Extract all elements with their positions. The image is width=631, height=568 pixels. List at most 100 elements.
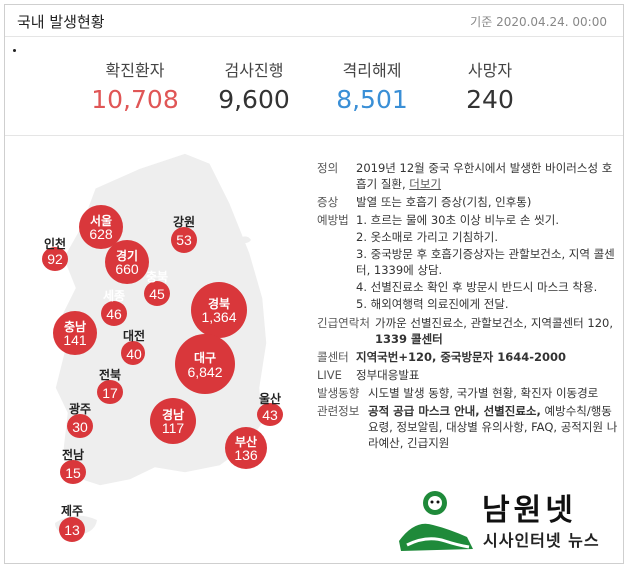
more-link[interactable]: 더보기 xyxy=(409,177,442,191)
region-value: 13 xyxy=(64,522,80,538)
update-date: 기준 2020.04.24. 00:00 xyxy=(470,15,607,29)
region-value: 15 xyxy=(65,465,81,481)
region-value: 46 xyxy=(106,306,122,322)
info-key: 증상 xyxy=(317,195,339,209)
region-name: 대전 xyxy=(122,329,146,343)
region-name: 전북 xyxy=(98,368,122,382)
panel-title: 국내 발생현황 xyxy=(17,13,105,31)
info-value: 1. 흐르는 물에 30초 이상 비누로 손 씻기. 2. 옷소매로 가리고 기… xyxy=(356,212,622,313)
region-name: 강원 xyxy=(172,215,196,229)
region-circle xyxy=(225,427,267,469)
divider xyxy=(5,135,623,136)
region-name: 충북 xyxy=(145,270,169,284)
region-value: 136 xyxy=(234,447,258,463)
stat-label: 사망자 xyxy=(467,61,513,80)
stat-label: 확진환자 xyxy=(105,61,165,80)
region-name: 서울 xyxy=(89,214,113,228)
region-value: 17 xyxy=(102,385,118,401)
region-value: 43 xyxy=(262,407,278,423)
region-daejeon[interactable]: 대전 40 xyxy=(119,327,149,365)
region-name: 충남 xyxy=(63,320,87,334)
list-item: 4. 선별진료소 확인 후 방문시 반드시 마스크 착용. xyxy=(356,280,598,294)
info-row-callcenter: 콜센터 지역국번+120, 중국방문자 1644-2000 xyxy=(317,349,622,365)
region-jeonbuk[interactable]: 전북 17 xyxy=(93,366,127,404)
status-panel: 국내 발생현황 기준 2020.04.24. 00:00 확진환자 10,708… xyxy=(4,4,624,564)
region-name: 울산 xyxy=(258,392,282,406)
logo-subtitle: 시사인터넷 뉴스 xyxy=(483,531,600,550)
stat-value: 9,600 xyxy=(218,85,290,114)
stat-value: 240 xyxy=(466,85,514,114)
region-name: 제주 xyxy=(60,504,84,518)
stat-value: 8,501 xyxy=(336,85,408,114)
info-row-prevention: 예방법 1. 흐르는 물에 30초 이상 비누로 손 씻기. 2. 옷소매로 가… xyxy=(317,212,622,313)
stat-testing: 검사진행 9,600 xyxy=(189,57,319,114)
region-sejong[interactable]: 세종 46 xyxy=(99,287,129,327)
info-value[interactable]: 정부대응발표 xyxy=(356,368,420,382)
stats-row: 확진환자 10,708 검사진행 9,600 격리해제 8,501 사망자 24… xyxy=(5,57,623,123)
korea-map: 서울 628 강원 53 인천 92 경기 660 충북 45 세종 46 xyxy=(35,148,305,558)
region-name: 경기 xyxy=(115,249,139,263)
definition-text: 2019년 12월 중국 우한시에서 발생한 바이러스성 호흡기 질환, xyxy=(356,161,613,191)
stat-label: 검사진행 xyxy=(224,61,284,80)
info-row-live: LIVE 정부대응발표 xyxy=(317,367,622,383)
info-key: 긴급연락처 xyxy=(317,316,370,330)
region-chungnam[interactable]: 충남 141 xyxy=(53,311,97,355)
region-name: 광주 xyxy=(68,402,92,416)
region-circle xyxy=(257,403,283,426)
info-row-symptoms: 증상 발열 또는 호흡기 증상(기침, 인후통) xyxy=(317,194,622,210)
region-circle xyxy=(191,282,247,338)
island-shape xyxy=(240,236,251,244)
related-bold[interactable]: 공적 공급 마스크 안내, 선별진료소, xyxy=(368,404,541,418)
region-gyeongnam[interactable]: 경남 117 xyxy=(150,398,196,444)
region-gwangju[interactable]: 광주 30 xyxy=(63,400,97,438)
info-key: LIVE xyxy=(317,368,342,382)
info-row-trends: 발생동향 시도별 발생 동향, 국가별 현황, 확진자 이동경로 xyxy=(317,385,622,401)
region-ulsan[interactable]: 울산 43 xyxy=(255,390,285,426)
stat-confirmed: 확진환자 10,708 xyxy=(70,57,200,114)
site-logo: 남원넷 시사인터넷 뉴스 xyxy=(397,483,623,563)
region-gyeongbuk[interactable]: 경북 1,364 xyxy=(191,282,247,338)
region-circle xyxy=(60,460,86,484)
region-gyeonggi[interactable]: 경기 660 xyxy=(105,240,149,284)
list-item: 2. 옷소매로 가리고 기침하기. xyxy=(356,230,498,244)
info-key: 콜센터 xyxy=(317,350,349,364)
region-value: 141 xyxy=(63,332,87,348)
region-gangwon[interactable]: 강원 53 xyxy=(169,211,199,253)
panel-header: 국내 발생현황 기준 2020.04.24. 00:00 xyxy=(5,5,623,37)
region-busan[interactable]: 부산 136 xyxy=(225,427,267,469)
info-key: 정의 xyxy=(317,161,339,175)
region-chungbuk[interactable]: 충북 45 xyxy=(141,268,173,306)
region-jeonnam[interactable]: 전남 15 xyxy=(57,446,89,484)
region-value: 6,842 xyxy=(187,364,223,380)
info-value: 지역국번+120, 중국방문자 1644-2000 xyxy=(356,350,567,364)
stat-released: 격리해제 8,501 xyxy=(307,57,437,114)
region-circle xyxy=(97,380,123,404)
region-value: 30 xyxy=(72,419,88,435)
region-name: 인천 xyxy=(43,237,67,251)
info-key: 관련정보 xyxy=(317,404,360,418)
region-incheon[interactable]: 인천 92 xyxy=(39,235,71,271)
related-text[interactable]: 예방수칙/행동요령, 정보알림, 대상별 유의사항, FAQ, 공적지원 나라예… xyxy=(368,404,618,450)
info-row-definition: 정의 2019년 12월 중국 우한시에서 발생한 바이러스성 호흡기 질환, … xyxy=(317,160,622,192)
region-name: 전남 xyxy=(61,448,85,462)
region-circle xyxy=(42,247,68,271)
list-item: 5. 해외여행력 의료진에게 전달. xyxy=(356,297,509,311)
region-value: 92 xyxy=(47,251,63,267)
region-value: 628 xyxy=(89,226,113,242)
region-jeju[interactable]: 제주 13 xyxy=(56,502,88,542)
info-value[interactable]: 시도별 발생 동향, 국가별 현황, 확진자 이동경로 xyxy=(368,386,599,400)
info-key: 예방법 xyxy=(317,213,349,227)
region-value: 117 xyxy=(161,420,185,436)
prevention-list: 1. 흐르는 물에 30초 이상 비누로 손 씻기. 2. 옷소매로 가리고 기… xyxy=(356,212,622,312)
region-circle xyxy=(67,414,93,438)
info-value: 공적 공급 마스크 안내, 선별진료소, 예방수칙/행동요령, 정보알림, 대상… xyxy=(368,403,622,451)
region-circle xyxy=(101,301,127,326)
contact-text: 가까운 선별진료소, 관할보건소, 지역콜센터 120, xyxy=(375,316,613,330)
stat-deaths: 사망자 240 xyxy=(425,57,555,114)
mascot-icon xyxy=(399,491,473,551)
region-name: 대구 xyxy=(193,351,217,365)
region-circle xyxy=(105,240,149,284)
region-daegu[interactable]: 대구 6,842 xyxy=(175,334,235,394)
region-value: 53 xyxy=(176,232,192,248)
region-value: 1,364 xyxy=(201,309,237,325)
